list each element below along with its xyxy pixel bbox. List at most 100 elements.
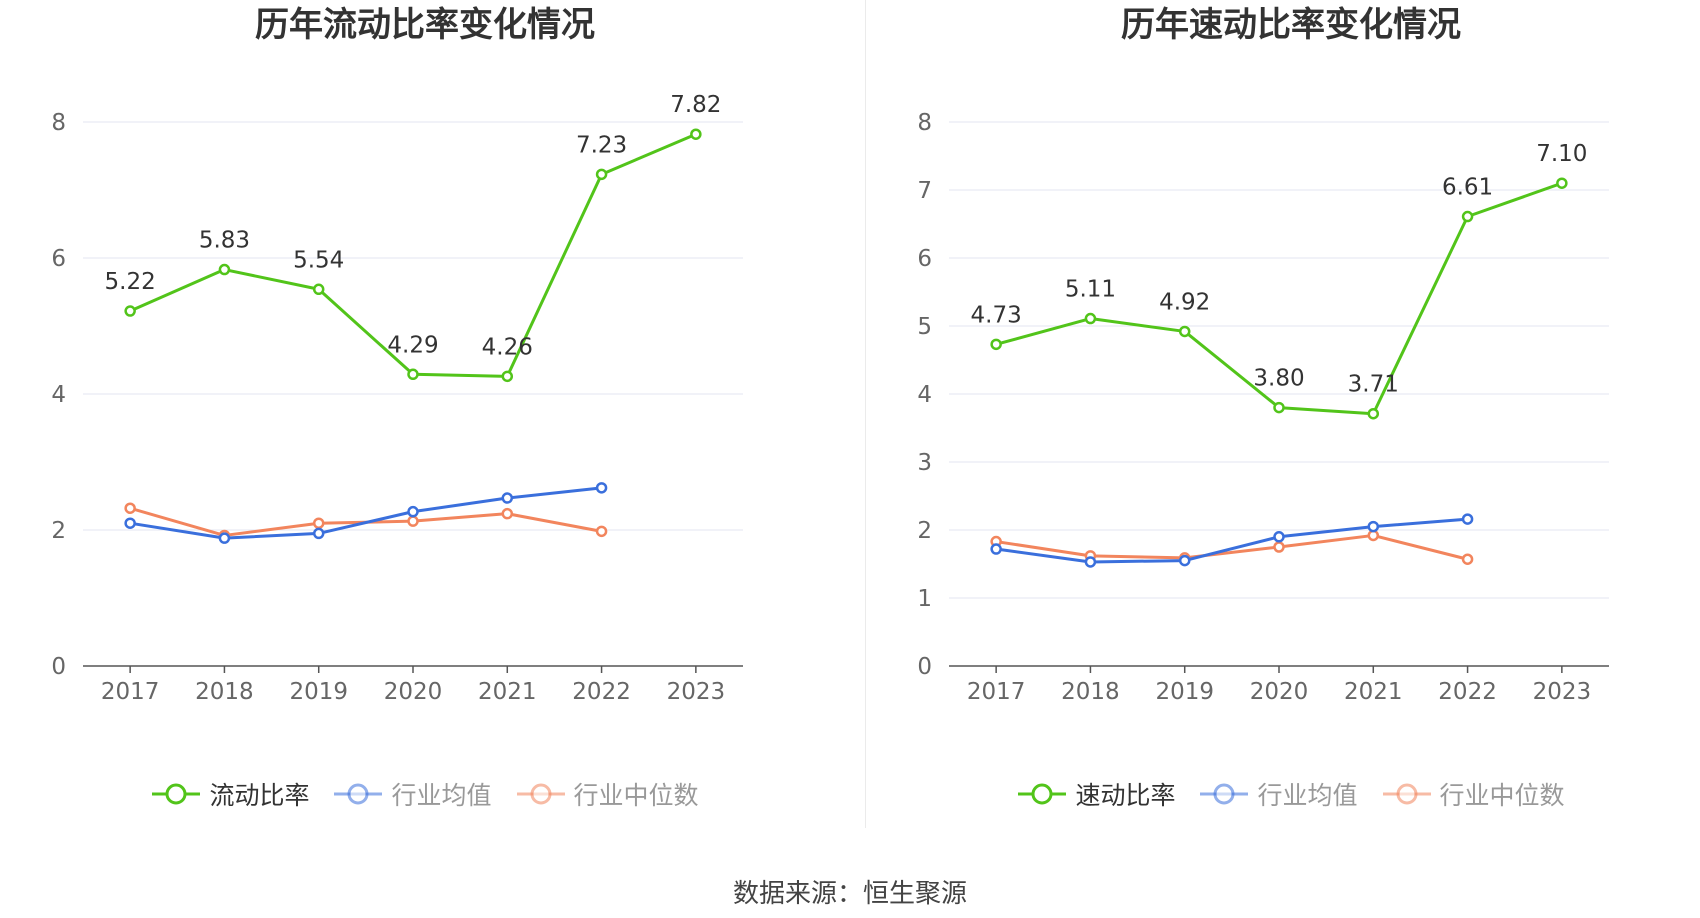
x-tick-label: 2017 [967, 679, 1026, 705]
data-point [595, 482, 608, 494]
x-tick-label: 2023 [667, 679, 726, 705]
legend-item[interactable]: 行业均值 [333, 776, 492, 812]
quick-ratio-chart: 历年速动比率变化情况 0 1 2 3 4 5 6 7 8 2017 2018 2019 2020 2021… [866, 0, 1700, 830]
y-tick-label: 4 [51, 382, 66, 408]
x-tick-label: 2020 [384, 679, 443, 705]
x-tick-label: 2019 [289, 679, 348, 705]
data-label: 4.29 [387, 332, 438, 358]
data-point [501, 370, 514, 383]
data-point [407, 368, 419, 381]
data-point [124, 305, 136, 317]
data-label: 5.11 [1065, 277, 1116, 303]
legend-item[interactable]: 行业均值 [1199, 776, 1358, 812]
legend-label: 行业均值 [1257, 781, 1358, 810]
y-tick-label: 3 [917, 450, 932, 476]
y-tick-label: 7 [917, 178, 932, 204]
series-line [995, 533, 1468, 561]
data-source-note: 数据来源：恒生聚源 [732, 879, 967, 909]
plot-area: 0 1 2 3 4 5 6 7 8 2017 2018 2019 2020 2021 2022 2023 4.7… [917, 110, 1609, 705]
legend-label: 行业中位数 [1439, 781, 1565, 810]
data-label: 5.22 [105, 269, 156, 295]
current-ratio-chart: 历年流动比率变化情况 0 2 4 6 8 2017 2018 2019 2020 2021 2022… [0, 0, 850, 830]
legend-item[interactable]: 行业中位数 [1382, 776, 1565, 812]
legend: 流动比率 行业均值 行业中位数 [0, 776, 850, 812]
y-tick-label: 1 [917, 586, 932, 612]
data-point [1178, 554, 1191, 567]
data-label: 7.10 [1536, 141, 1587, 167]
legend-label: 速动比率 [1075, 781, 1176, 810]
legend-marker-icon [1200, 783, 1249, 805]
legend-marker-icon [334, 783, 383, 805]
data-point [1556, 177, 1568, 189]
data-label: 4.92 [1159, 289, 1210, 315]
data-label: 7.82 [670, 92, 721, 118]
x-tick-label: 2019 [1155, 679, 1214, 705]
series-line [995, 517, 1468, 564]
data-point [1461, 553, 1474, 565]
y-tick-label: 4 [917, 382, 932, 408]
data-point [218, 532, 231, 544]
data-point [1084, 556, 1097, 568]
panel-divider [865, 0, 866, 828]
x-tick-label: 2018 [195, 679, 254, 705]
x-tick-label: 2017 [101, 679, 160, 705]
x-tick-label: 2018 [1061, 679, 1120, 705]
data-point [1084, 312, 1097, 325]
x-tick-label: 2023 [1533, 679, 1592, 705]
y-tick-label: 8 [917, 110, 932, 136]
chart-title: 历年速动比率变化情况 [1121, 5, 1461, 45]
data-point [1273, 541, 1285, 553]
data-point [1273, 401, 1285, 414]
data-point [1367, 407, 1380, 420]
legend-label: 行业均值 [391, 781, 492, 810]
x-tick-label: 2020 [1250, 679, 1309, 705]
x-tick-label: 2022 [1438, 679, 1497, 705]
data-point [218, 263, 231, 276]
data-point [690, 128, 702, 140]
legend-item[interactable]: 速动比率 [1017, 776, 1175, 812]
legend-item[interactable]: 流动比率 [151, 776, 309, 812]
y-tick-label: 5 [917, 314, 932, 340]
y-tick-label: 6 [51, 246, 66, 272]
data-point [312, 527, 325, 540]
y-tick-label: 2 [51, 518, 66, 544]
data-label: 3.71 [1348, 372, 1399, 398]
data-point [407, 515, 419, 527]
data-point [312, 283, 325, 296]
data-point [501, 507, 514, 520]
legend-marker-icon [152, 783, 201, 805]
data-label: 4.26 [482, 334, 533, 360]
data-point [124, 517, 136, 529]
legend-label: 行业中位数 [573, 781, 699, 810]
data-point [1461, 210, 1474, 223]
data-point [595, 525, 608, 538]
x-tick-label: 2021 [1344, 679, 1403, 705]
y-tick-label: 6 [917, 246, 932, 272]
y-tick-label: 8 [51, 110, 66, 136]
legend-marker-icon [1018, 783, 1067, 805]
series-line [129, 486, 602, 540]
x-tick-label: 2021 [478, 679, 537, 705]
data-point [1178, 325, 1191, 338]
data-point [990, 338, 1002, 351]
data-label: 5.83 [199, 228, 250, 254]
data-label: 3.80 [1253, 366, 1304, 392]
chart-title: 历年流动比率变化情况 [255, 5, 595, 45]
data-point [1273, 531, 1285, 543]
data-point [124, 502, 136, 514]
data-label: 6.61 [1442, 175, 1493, 201]
x-tick-label: 2022 [572, 679, 631, 705]
legend-item[interactable]: 行业中位数 [516, 776, 699, 812]
data-point [990, 543, 1002, 555]
data-label: 4.73 [971, 302, 1022, 328]
y-tick-label: 2 [917, 518, 932, 544]
y-tick-label: 0 [51, 654, 66, 680]
plot-area: 0 2 4 6 8 2017 2018 2019 2020 2021 2022 2023 5.22 5.8… [51, 92, 743, 705]
data-point [312, 517, 325, 529]
legend-marker-icon [516, 783, 565, 805]
data-point [501, 492, 514, 504]
data-label: 7.23 [576, 132, 627, 158]
data-label: 5.54 [293, 247, 344, 273]
data-point [407, 505, 419, 518]
data-point [595, 168, 608, 181]
